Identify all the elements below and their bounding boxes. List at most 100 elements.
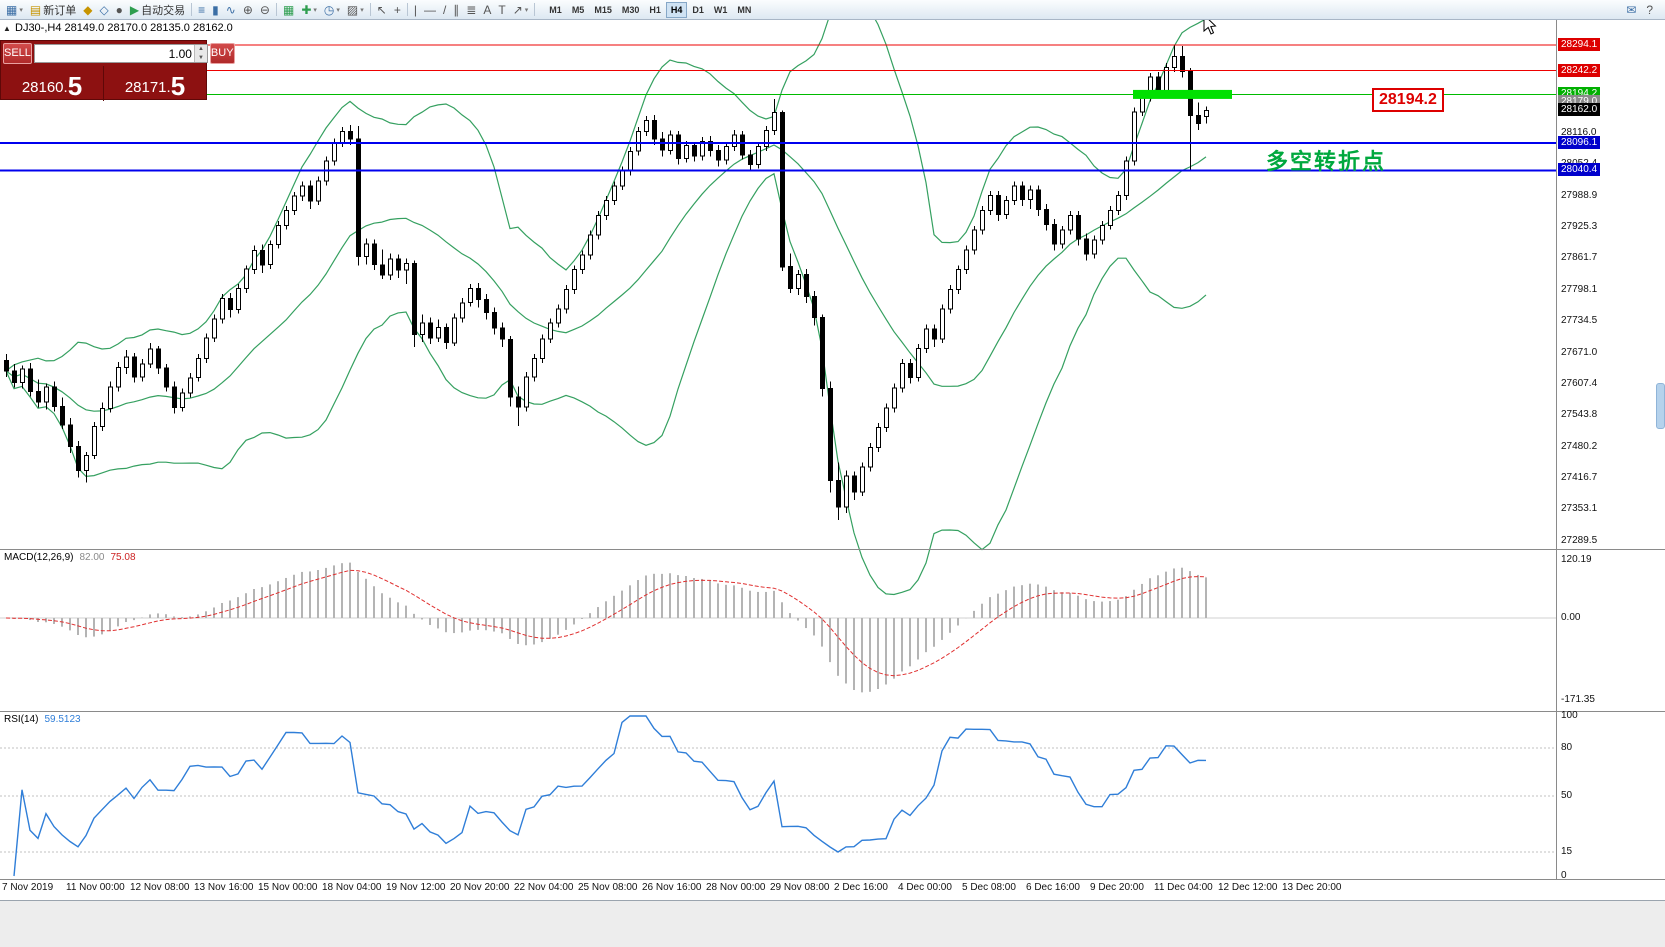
- periods-button[interactable]: ◷ ▾: [321, 1, 343, 19]
- price-callout-label[interactable]: 28194.2: [1372, 88, 1444, 112]
- volume-up-button[interactable]: ▲: [193, 45, 207, 54]
- fibonacci-tool[interactable]: ≣: [463, 1, 479, 19]
- bid-price-main: 28160.: [21, 79, 68, 96]
- toolbar-separator: [534, 3, 536, 16]
- macd-value-2: 75.08: [110, 552, 136, 563]
- macd-header: MACD(12,26,9) 82.00 75.08: [4, 552, 136, 563]
- chevron-down-icon: ▾: [313, 6, 317, 14]
- crosshair-tool-button[interactable]: +: [391, 1, 404, 19]
- chart-window-icon: ▦: [6, 2, 18, 17]
- label-icon: T: [498, 2, 506, 17]
- volume-box: ▲ ▼: [33, 44, 208, 63]
- timeframe-button-w1[interactable]: W1: [713, 4, 728, 15]
- market-watch-icon: ◆: [83, 2, 93, 17]
- navigator-button[interactable]: ●: [113, 1, 126, 19]
- chevron-down-icon: ▾: [336, 6, 340, 14]
- timeframe-button-h4[interactable]: H4: [665, 1, 688, 18]
- chevron-down-icon: ▾: [524, 6, 529, 14]
- timeframe-button-h1[interactable]: H1: [649, 4, 661, 15]
- new-order-button[interactable]: ▤ 新订单: [27, 1, 79, 19]
- macd-name: MACD(12,26,9): [4, 552, 74, 563]
- chevron-down-icon: ▾: [360, 6, 364, 14]
- arrows-icon: ↗: [512, 2, 523, 17]
- time-axis[interactable]: [0, 880, 1556, 900]
- autotrading-play-icon: ▶: [129, 2, 140, 17]
- cursor-icon: ↖: [376, 2, 387, 17]
- ask-price[interactable]: 28171. 5: [103, 66, 206, 101]
- toolbar-separator: [406, 3, 408, 16]
- channel-icon: ∥: [453, 2, 460, 17]
- text-tool[interactable]: A: [480, 1, 494, 19]
- zoom-out-icon: ⊖: [259, 2, 270, 17]
- data-window-button[interactable]: ◇: [96, 1, 111, 19]
- macd-value-1: 82.00: [79, 552, 105, 563]
- autotrading-button[interactable]: ▶ 自动交易: [127, 1, 188, 19]
- tile-windows-button[interactable]: ▦: [280, 1, 297, 19]
- templates-button[interactable]: ▨ ▾: [344, 1, 367, 19]
- messages-button[interactable]: ✉: [1623, 1, 1639, 19]
- rsi-value: 59.5123: [44, 714, 81, 725]
- scrollbar-thumb[interactable]: [1656, 383, 1665, 429]
- market-watch-button[interactable]: ◆: [80, 1, 95, 19]
- label-tool[interactable]: T: [495, 1, 508, 19]
- zoom-out-button[interactable]: ⊖: [257, 1, 273, 19]
- rsi-name: RSI(14): [4, 714, 39, 725]
- rsi-header: RSI(14) 59.5123: [4, 714, 81, 725]
- help-button[interactable]: ?: [1643, 1, 1656, 19]
- vertical-line-tool[interactable]: |: [411, 1, 420, 19]
- templates-icon: ▨: [346, 2, 359, 17]
- help-icon: ?: [1646, 2, 1653, 17]
- timeframe-button-m5[interactable]: M5: [571, 4, 585, 15]
- one-click-toggle[interactable]: ▲: [3, 24, 11, 33]
- ask-price-main: 28171.: [124, 79, 171, 96]
- new-order-icon: ▤: [29, 2, 42, 17]
- timeframe-button-mn[interactable]: MN: [737, 4, 752, 15]
- one-click-trading-panel: SELL ▲ ▼ BUY 28160. 5 28171. 5: [0, 40, 235, 101]
- bar-chart-icon: ≡: [198, 2, 206, 17]
- ohlc-header: DJ30-,H4 28149.0 28170.0 28135.0 28162.0: [15, 22, 233, 34]
- volume-spinner: ▲ ▼: [193, 45, 207, 62]
- tile-windows-icon: ▦: [282, 2, 295, 17]
- zoom-in-button[interactable]: ⊕: [240, 1, 256, 19]
- timeframe-button-m30[interactable]: M30: [621, 4, 640, 15]
- trendline-tool[interactable]: /: [440, 1, 449, 19]
- timeframe-button-d1[interactable]: D1: [692, 4, 704, 15]
- timeframe-button-m15[interactable]: M15: [594, 4, 612, 15]
- indicators-icon: ✚: [301, 2, 312, 17]
- chevron-down-icon: ▾: [19, 6, 23, 14]
- volume-down-button[interactable]: ▼: [193, 53, 207, 62]
- new-chart-button[interactable]: ▦ ▾: [3, 1, 26, 19]
- bid-price-big-digit: 5: [67, 71, 83, 101]
- toolbar: ▦ ▾ ▤ 新订单 ◆ ◇ ● ▶ 自动交易 ≡ ▮ ∿ ⊕ ⊖ ▦ ✚ ▾ ◷…: [0, 0, 1665, 20]
- data-window-icon: ◇: [99, 2, 109, 17]
- indicators-button[interactable]: ✚ ▾: [298, 1, 320, 19]
- text-icon: A: [483, 2, 492, 17]
- channel-tool[interactable]: ∥: [450, 1, 462, 19]
- arrows-tool[interactable]: ↗ ▾: [510, 1, 532, 19]
- mail-icon: ✉: [1626, 2, 1637, 17]
- bid-price[interactable]: 28160. 5: [1, 66, 103, 101]
- cursor-tool-button[interactable]: ↖: [374, 1, 390, 19]
- sell-button[interactable]: SELL: [3, 43, 32, 64]
- candlestick-chart-button[interactable]: ▮: [209, 1, 222, 19]
- price-axis[interactable]: [1557, 20, 1665, 880]
- bar-chart-button[interactable]: ≡: [195, 1, 208, 19]
- autotrading-label: 自动交易: [141, 4, 186, 17]
- zoom-in-icon: ⊕: [242, 2, 253, 17]
- buy-button[interactable]: BUY: [209, 43, 235, 64]
- horizontal-line-icon: —: [423, 2, 436, 17]
- navigator-icon: ●: [115, 2, 123, 17]
- periods-icon: ◷: [323, 2, 335, 17]
- timeframe-button-m1[interactable]: M1: [549, 4, 562, 15]
- trendline-icon: /: [442, 2, 447, 17]
- vertical-line-icon: |: [413, 2, 417, 17]
- toolbar-separator: [369, 3, 371, 16]
- toolbar-separator: [191, 3, 193, 16]
- toolbar-separator: [275, 3, 277, 16]
- line-chart-button[interactable]: ∿: [223, 1, 239, 19]
- volume-input[interactable]: [34, 45, 194, 62]
- timeframe-buttons: M1 M5 M15 M30 H1 H4 D1 W1 MN: [544, 1, 756, 18]
- horizontal-line-tool[interactable]: —: [421, 1, 439, 19]
- annotation-text[interactable]: 多空转折点: [1266, 149, 1387, 174]
